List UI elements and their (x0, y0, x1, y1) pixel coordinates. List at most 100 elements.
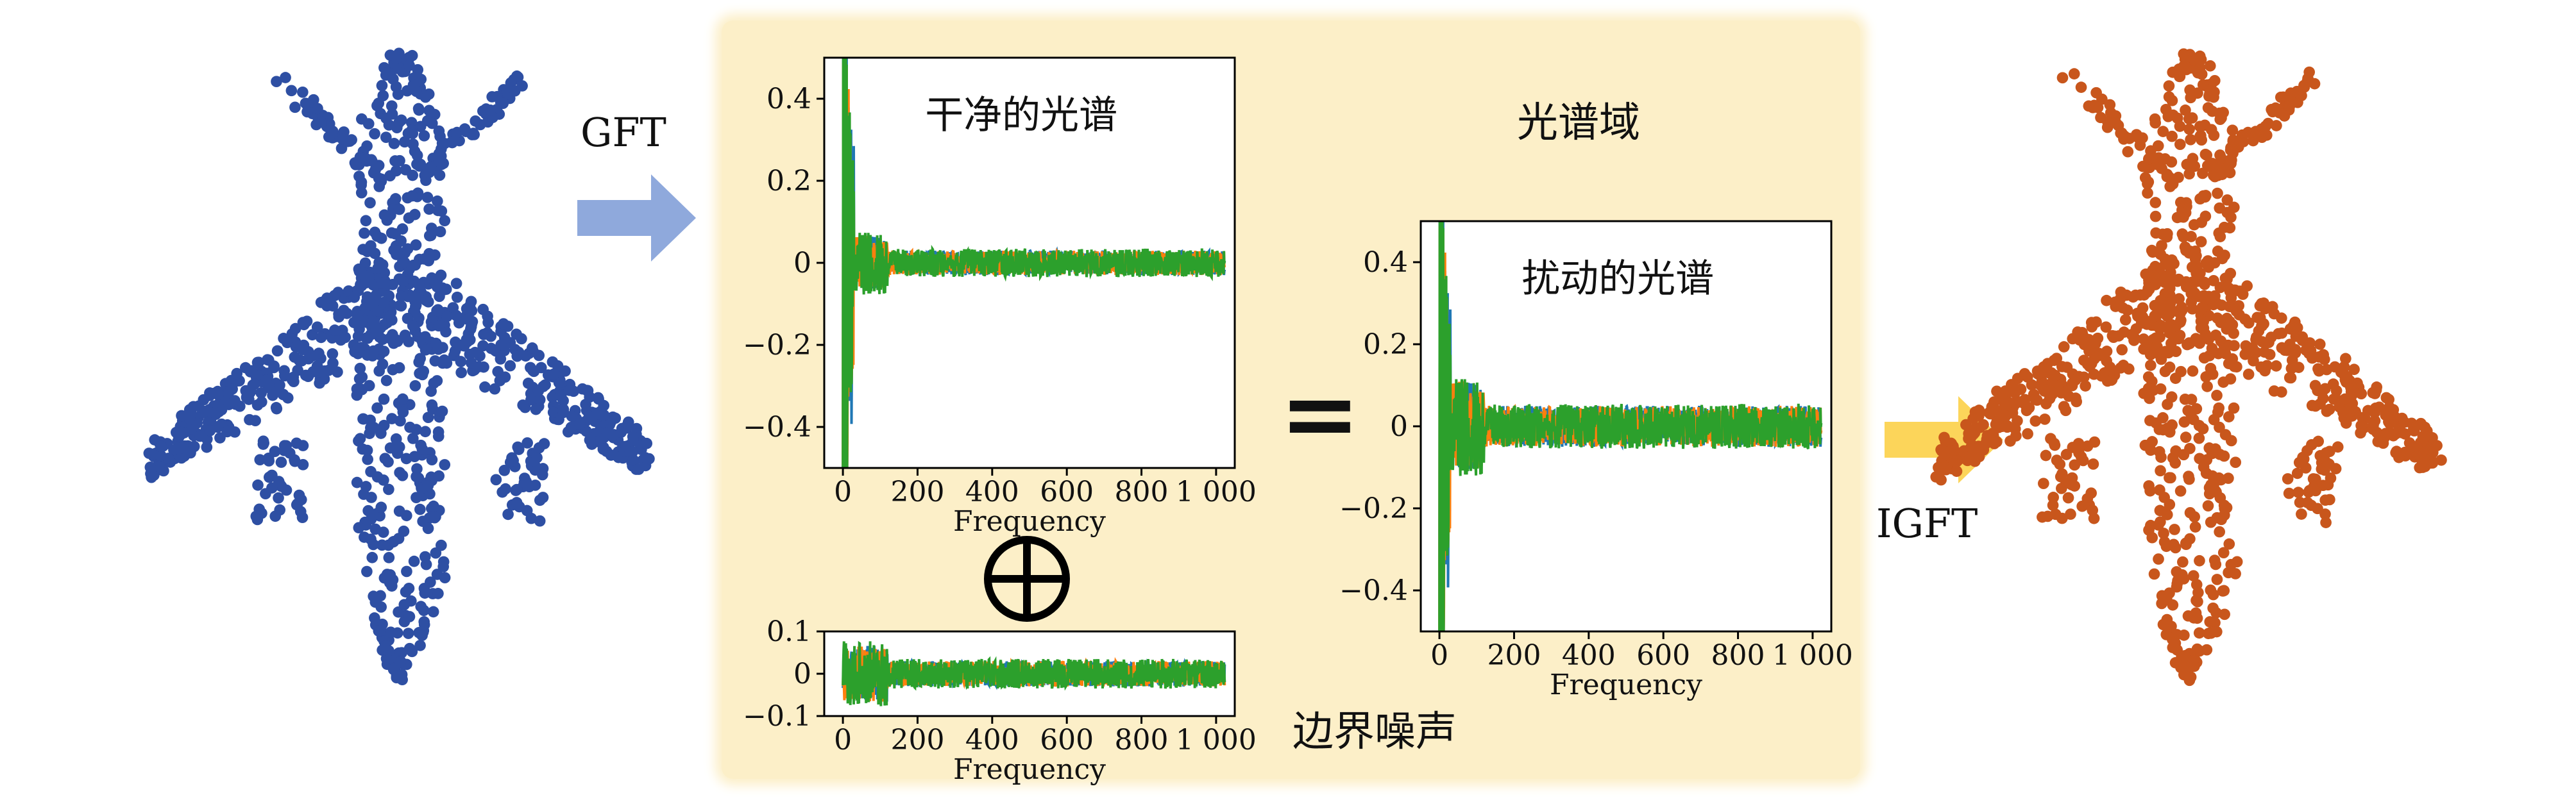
x-tick-label: 0 (834, 724, 852, 756)
cloud-point (2108, 331, 2119, 344)
cloud-point (2038, 478, 2049, 490)
cloud-point (2163, 171, 2175, 183)
cloud-point (2155, 516, 2166, 528)
cloud-point (434, 226, 446, 238)
cloud-point (433, 155, 445, 167)
cloud-point (2217, 547, 2230, 559)
cloud-point (432, 195, 443, 207)
cloud-point (365, 465, 377, 478)
cloud-point (497, 97, 509, 109)
cloud-point (2009, 387, 2021, 399)
gft-label: GFT (580, 109, 666, 156)
cloud-point (2182, 610, 2194, 622)
cloud-point (393, 203, 405, 215)
cloud-point (430, 337, 442, 349)
cloud-point (513, 444, 525, 455)
cloud-point (2183, 338, 2196, 349)
cloud-point (433, 470, 445, 482)
cloud-point (2319, 455, 2331, 467)
cloud-point (269, 510, 282, 522)
cloud-point (2185, 287, 2198, 299)
cloud-point (292, 364, 304, 376)
cloud-point (413, 356, 425, 368)
cloud-point (2219, 429, 2232, 440)
cloud-point (418, 129, 430, 142)
series-line (842, 58, 1226, 468)
x-tick-label: 400 (965, 724, 1019, 756)
cloud-point (402, 243, 414, 254)
cloud-point (2275, 91, 2287, 103)
cloud-point (370, 289, 382, 301)
cloud-point (428, 108, 441, 121)
cloud-point (2242, 368, 2255, 380)
cloud-point (2211, 574, 2223, 585)
cloud-point (498, 465, 511, 476)
cloud-point (2070, 392, 2081, 404)
cloud-point (2155, 351, 2167, 362)
cloud-point (418, 605, 430, 617)
cloud-point (274, 379, 285, 391)
cloud-point (2183, 123, 2195, 135)
cloud-point (2194, 121, 2206, 133)
cloud-point (430, 511, 441, 522)
cloud-point (2160, 309, 2172, 321)
cloud-point (2145, 444, 2157, 456)
clean-airplane-points (143, 47, 655, 686)
cloud-point (2187, 570, 2199, 582)
cloud-point (2284, 372, 2296, 384)
cloud-point (373, 625, 385, 637)
cloud-point (440, 283, 452, 296)
cloud-point (2198, 461, 2210, 473)
cloud-point (338, 304, 350, 317)
cloud-point (559, 365, 571, 377)
cloud-point (426, 454, 438, 465)
cloud-point (2226, 358, 2238, 370)
cloud-point (2106, 364, 2118, 376)
cloud-point (422, 480, 434, 492)
y-tick-label: −0.1 (744, 700, 811, 733)
cloud-point (455, 367, 467, 379)
cloud-point (2144, 415, 2156, 426)
cloud-point (2197, 167, 2208, 179)
cloud-point (640, 452, 652, 463)
cloud-point (521, 505, 533, 517)
cloud-point (2393, 451, 2405, 463)
cloud-point (2197, 79, 2209, 91)
cloud-point (2184, 506, 2196, 519)
cloud-point (2056, 468, 2068, 480)
cloud-point (2303, 486, 2315, 498)
cloud-point (521, 437, 533, 449)
cloud-point (433, 320, 445, 332)
cloud-point (275, 456, 287, 468)
cloud-point (535, 362, 547, 374)
series-line (842, 640, 1226, 706)
cloud-point (2204, 60, 2216, 72)
cloud-point (407, 79, 419, 91)
x-axis-label: Frequency (1550, 669, 1702, 701)
cloud-point (365, 422, 377, 434)
cloud-point (2044, 392, 2056, 404)
cloud-point (2223, 411, 2235, 422)
cloud-point (312, 103, 323, 115)
cloud-point (2258, 346, 2271, 358)
cloud-point (352, 284, 364, 296)
y-tick-label: 0.1 (767, 619, 811, 648)
cloud-point (377, 358, 389, 371)
cloud-point (414, 640, 426, 651)
cloud-point (391, 249, 402, 260)
cloud-point (2055, 387, 2067, 399)
cloud-point (280, 72, 291, 83)
cloud-point (2324, 494, 2335, 506)
cloud-point (402, 628, 414, 639)
cloud-point (378, 393, 390, 405)
cloud-point (396, 647, 408, 659)
cloud-point (403, 336, 414, 347)
cloud-point (2218, 499, 2230, 512)
cloud-point (2303, 347, 2315, 360)
cloud-point (2292, 487, 2304, 498)
cloud-point (2194, 555, 2205, 567)
cloud-point (2237, 136, 2250, 147)
cloud-point (387, 536, 399, 548)
cloud-point (439, 138, 450, 149)
cloud-point (355, 342, 367, 353)
